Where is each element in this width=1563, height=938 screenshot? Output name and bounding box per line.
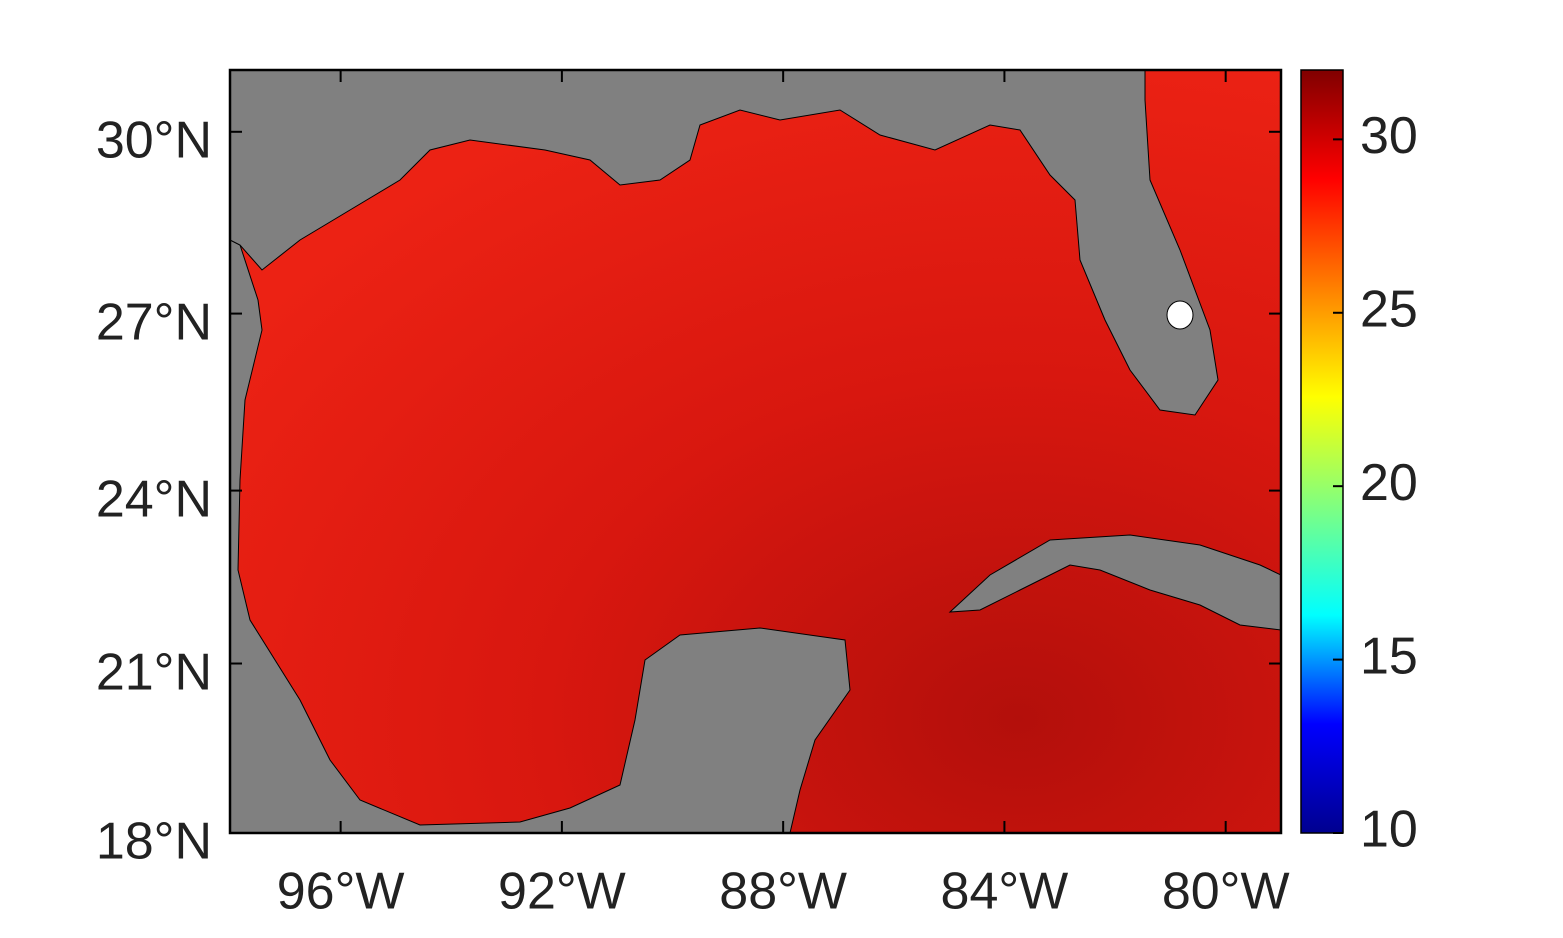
lake xyxy=(1166,300,1194,330)
colorbar-tick-label: 25 xyxy=(1360,281,1418,339)
x-tick-label: 84°W xyxy=(941,863,1069,921)
colorbar-tick-label: 20 xyxy=(1360,454,1418,512)
colorbar-tick-label: 10 xyxy=(1360,801,1418,859)
y-tick-label: 18°N xyxy=(96,813,212,871)
y-tick-label: 21°N xyxy=(96,643,212,701)
colorbar xyxy=(1300,69,1344,834)
x-tick-label: 92°W xyxy=(498,863,626,921)
map-frame xyxy=(228,68,1283,835)
land-mexico xyxy=(230,239,851,833)
map-area xyxy=(230,70,1281,833)
colorbar-tick-label: 30 xyxy=(1360,107,1418,165)
land-north xyxy=(230,70,1219,416)
y-tick-label: 24°N xyxy=(96,470,212,528)
y-tick-label: 27°N xyxy=(96,293,212,351)
x-tick-label: 88°W xyxy=(719,863,847,921)
land-cuba xyxy=(948,534,1281,631)
colorbar-tick-label: 15 xyxy=(1360,627,1418,685)
y-tick-label: 30°N xyxy=(96,112,212,170)
x-tick-label: 80°W xyxy=(1162,863,1290,921)
x-tick-label: 96°W xyxy=(277,863,405,921)
